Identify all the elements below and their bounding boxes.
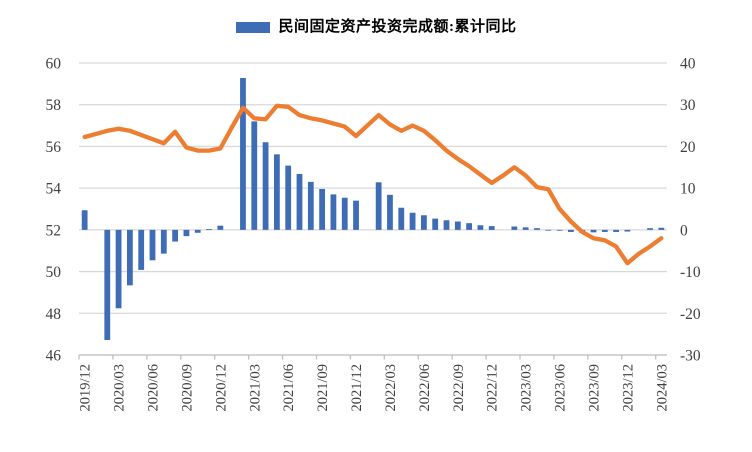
x-axis-labels: 2019/12 2020/03 2020/06 2020/09 2020/12 2021/… xyxy=(78,364,671,412)
gridlines xyxy=(79,62,667,356)
right-axis-tick-label: 30 xyxy=(680,97,696,114)
right-axis-tick-label: 20 xyxy=(680,139,696,156)
bar xyxy=(647,228,653,230)
x-axis-tick-label: 2021/03 xyxy=(247,364,263,412)
left-axis-tick-label: 50 xyxy=(46,264,62,281)
bar xyxy=(115,229,122,309)
x-axis-tick-label: 2023/03 xyxy=(519,364,535,412)
x-axis-tick-label: 2020/12 xyxy=(213,364,229,412)
bar xyxy=(488,226,495,230)
x-axis-tick-label: 2022/12 xyxy=(485,364,501,412)
x-axis-tick-label: 2023/12 xyxy=(620,364,636,412)
bar xyxy=(183,229,190,237)
legend-swatch xyxy=(235,22,270,33)
bar xyxy=(398,207,405,230)
bar xyxy=(285,165,292,230)
bar xyxy=(194,229,201,233)
right-axis-labels: -30 -20 -10 0 10 20 30 40 xyxy=(680,56,701,365)
right-axis-tick-label: 40 xyxy=(680,56,696,73)
bar xyxy=(307,181,314,230)
x-axis-tick-label: 2020/06 xyxy=(146,364,162,412)
bar xyxy=(466,223,473,230)
bar xyxy=(522,227,529,230)
bar xyxy=(409,212,416,230)
left-axis-tick-label: 52 xyxy=(46,222,62,239)
left-axis-labels: 46 48 50 52 54 56 58 60 xyxy=(46,56,62,365)
x-axis-tick-label: 2024/03 xyxy=(654,364,670,412)
bar xyxy=(341,197,348,230)
bar xyxy=(262,142,269,230)
left-axis-tick-label: 46 xyxy=(46,348,62,365)
bar xyxy=(601,229,608,232)
bar xyxy=(454,221,461,230)
x-axis-tick-label: 2023/09 xyxy=(587,364,603,412)
x-axis-tick-label: 2023/06 xyxy=(553,364,569,412)
bar xyxy=(172,229,179,242)
left-axis-tick-label: 56 xyxy=(46,139,62,156)
bar xyxy=(217,225,224,230)
bar xyxy=(81,210,88,230)
bar xyxy=(534,228,540,230)
bar xyxy=(556,229,563,231)
bar xyxy=(126,229,133,286)
x-axis-tick-label: 2022/03 xyxy=(383,364,399,412)
right-axis-tick-label: -30 xyxy=(680,348,701,365)
x-axis-tick-label: 2020/09 xyxy=(179,364,195,412)
right-axis-tick-label: -20 xyxy=(680,306,701,323)
bar xyxy=(251,121,258,230)
x-axis-tick-label: 2022/09 xyxy=(451,364,467,412)
bar xyxy=(420,215,427,230)
left-axis-tick-label: 60 xyxy=(46,56,62,73)
bar xyxy=(658,227,665,230)
bar xyxy=(567,229,574,232)
bar xyxy=(443,220,450,230)
legend-label: 民间固定资产投资完成额:累计同比 xyxy=(278,19,517,35)
x-axis-tick-label: 2021/09 xyxy=(315,364,331,412)
x-axis-tick-label: 2021/12 xyxy=(349,364,365,412)
x-axis-tick-label: 2022/06 xyxy=(417,364,433,412)
bar xyxy=(511,226,518,230)
bar xyxy=(375,182,382,230)
bar xyxy=(149,229,156,261)
bar xyxy=(240,78,246,230)
bar xyxy=(624,229,631,232)
left-axis-tick-label: 58 xyxy=(46,97,62,114)
bar-series xyxy=(81,78,665,340)
bar xyxy=(273,154,280,230)
right-axis-tick-label: -10 xyxy=(680,264,701,281)
bar xyxy=(432,218,439,230)
x-axis-tick-label: 2021/06 xyxy=(281,364,297,412)
bar xyxy=(160,229,167,254)
x-axis-tick-label: 2020/03 xyxy=(112,364,128,412)
left-axis-tick-label: 48 xyxy=(46,306,62,323)
bar xyxy=(477,225,484,230)
bar xyxy=(353,200,359,230)
bar xyxy=(296,173,303,230)
line-series xyxy=(82,103,664,266)
bar xyxy=(590,229,597,233)
legend: 民间固定资产投资完成额:累计同比 xyxy=(0,20,752,35)
bar xyxy=(613,229,620,232)
right-axis-tick-label: 10 xyxy=(680,181,696,198)
x-axis-tick-label: 2019/12 xyxy=(78,364,94,412)
line-path xyxy=(82,103,664,266)
bar xyxy=(206,229,212,230)
bar xyxy=(330,194,337,230)
bar xyxy=(104,229,111,340)
right-axis-tick-label: 0 xyxy=(680,222,688,239)
bar xyxy=(319,188,326,230)
bar xyxy=(138,229,145,270)
bar xyxy=(387,194,393,230)
x-axis xyxy=(78,354,667,360)
left-axis-tick-label: 54 xyxy=(46,181,62,198)
bar xyxy=(545,229,552,231)
